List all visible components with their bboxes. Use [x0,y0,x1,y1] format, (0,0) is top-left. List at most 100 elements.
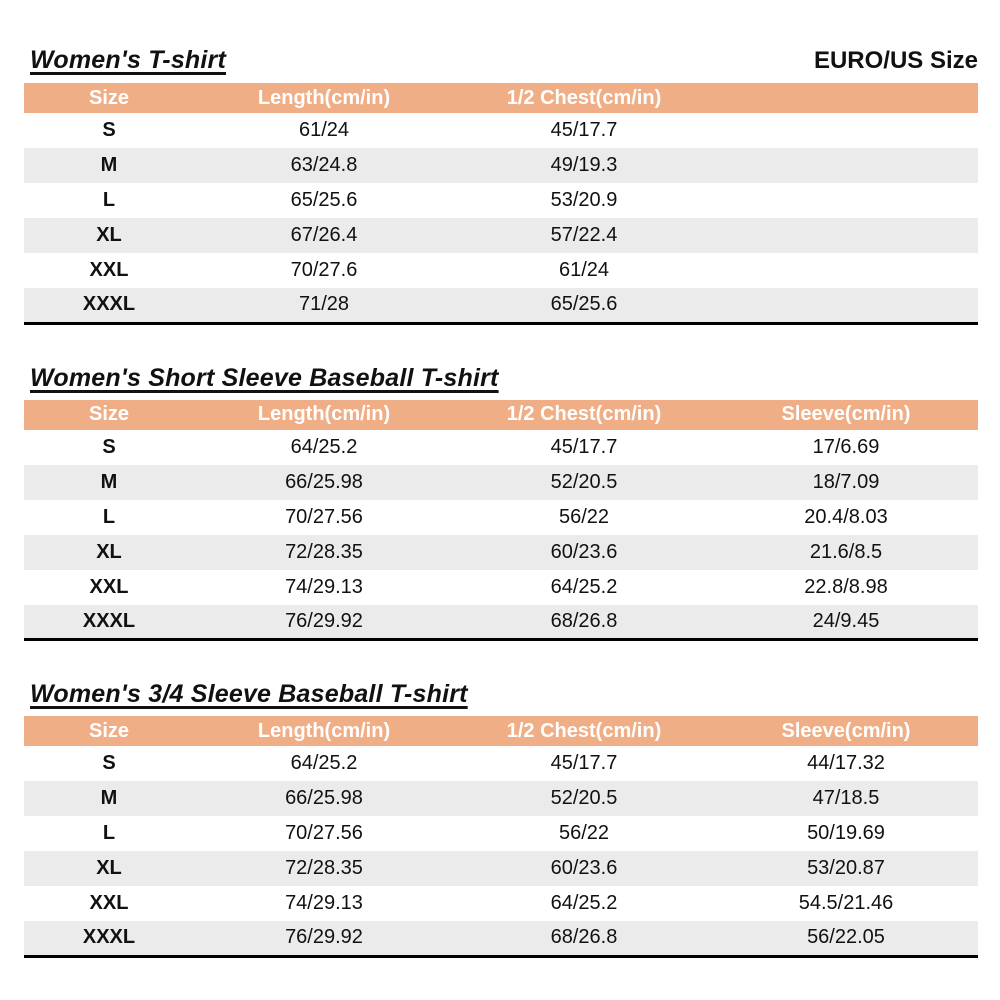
size-table-three-quarter-sleeve-baseball: Size Length(cm/in) 1/2 Chest(cm/in) Slee… [24,716,978,958]
size-cell: XL [96,224,122,246]
table-body: S 64/25.2 45/17.7 44/17.32 M 66/25.98 52/20.5 4… [24,746,978,956]
size-cell: XXL [89,575,129,598]
size-cell: XL [96,540,122,563]
value-cell: 61/24 [298,119,350,141]
value-cell: 60/23.6 [550,857,618,879]
table-header: Size Length(cm/in) 1/2 Chest(cm/in) Slee… [24,399,978,430]
value-cell: 72/28.35 [285,540,363,563]
value-cell: 67/26.4 [290,224,358,246]
value-cell: 56/22 [558,505,610,528]
value-cell: 54.5/21.46 [798,892,894,914]
size-cell: XXL [89,259,129,281]
table-row: XXXL 71/28 65/25.6 [24,288,978,323]
table-row: XXL 70/27.6 61/24 [24,253,978,288]
table-row: S 64/25.2 45/17.7 44/17.32 [24,746,978,781]
size-cell: M [100,787,118,809]
value-cell: 64/25.2 [290,752,358,774]
value-cell: 44/17.32 [807,752,885,774]
table-row: L 70/27.56 56/22 50/19.69 [24,816,978,851]
table-row: XXL 74/29.13 64/25.2 54.5/21.46 [24,886,978,921]
table-title-womens-tshirt: Women's T-shirt [30,46,227,74]
value-cell: 63/24.8 [290,154,358,176]
value-cell: 70/27.6 [290,259,358,281]
size-cell: S [102,752,116,774]
column-header-length: Length(cm/in) [257,719,391,742]
value-cell: 76/29.92 [285,926,363,949]
size-cell: XXXL [82,926,136,949]
table-row: XL 67/26.4 57/22.4 [24,218,978,253]
table-body: S 64/25.2 45/17.7 17/6.69 M 66/25.98 52/20.5 18… [24,430,978,640]
value-cell: 52/20.5 [550,470,618,493]
value-cell: 76/29.92 [285,609,363,632]
table-title-short-sleeve-baseball: Women's Short Sleeve Baseball T-shirt [30,363,499,392]
column-header-chest: 1/2 Chest(cm/in) [506,719,662,742]
value-cell: 17/6.69 [812,435,880,458]
value-cell: 20.4/8.03 [804,505,888,528]
column-header-size: Size [88,719,130,742]
value-cell: 64/25.2 [290,435,358,458]
table-row: XXXL 76/29.92 68/26.8 56/22.05 [24,921,978,956]
table-row: M 66/25.98 52/20.5 18/7.09 [24,464,978,500]
table-header: Size Length(cm/in) 1/2 Chest(cm/in) Slee… [24,716,978,746]
size-cell: L [102,189,116,211]
value-cell: 53/20.9 [550,189,618,211]
value-cell: 61/24 [558,259,610,281]
value-cell: 45/17.7 [550,752,618,774]
value-cell: 70/27.56 [285,822,363,844]
value-cell: 21.6/8.5 [809,540,883,563]
table-row: XL 72/28.35 60/23.6 21.6/8.5 [24,534,978,570]
value-cell: 57/22.4 [550,224,618,246]
size-cell: M [100,154,118,176]
size-cell: XL [96,857,122,879]
size-table-womens-tshirt: Size Length(cm/in) 1/2 Chest(cm/in) S 61/… [24,83,978,325]
table-row: XL 72/28.35 60/23.6 53/20.87 [24,851,978,886]
size-table-short-sleeve-baseball: Size Length(cm/in) 1/2 Chest(cm/in) Slee… [24,399,978,641]
value-cell: 65/25.6 [550,293,618,316]
column-header-size: Size [88,403,130,425]
value-cell: 66/25.98 [285,787,363,809]
value-cell [714,218,978,253]
value-cell: 74/29.13 [285,575,363,598]
table-row: M 66/25.98 52/20.5 47/18.5 [24,781,978,816]
size-cell: M [100,470,118,493]
section-header: Women's 3/4 Sleeve Baseball T-shirt [24,680,978,709]
value-cell: 70/27.56 [285,505,363,528]
value-cell [714,183,978,218]
size-cell: S [102,119,116,141]
value-cell: 66/25.98 [285,470,363,493]
table-row: S 64/25.2 45/17.7 17/6.69 [24,430,978,465]
column-header-length: Length(cm/in) [257,86,391,109]
value-cell: 60/23.6 [550,540,618,563]
table-header: Size Length(cm/in) 1/2 Chest(cm/in) [24,83,978,113]
table-row: L 65/25.6 53/20.9 [24,183,978,218]
value-cell: 56/22.05 [807,926,885,949]
value-cell [714,113,978,148]
value-cell: 64/25.2 [550,575,618,598]
value-cell: 24/9.45 [812,609,880,632]
value-cell: 65/25.6 [290,189,358,211]
size-cell: XXL [89,892,129,914]
table-body: S 61/24 45/17.7 M 63/24.8 49/19.3 L 65/25.6 53/2… [24,113,978,323]
value-cell [714,253,978,288]
size-cell: L [102,505,116,528]
value-cell: 68/26.8 [550,609,618,632]
column-header-chest: 1/2 Chest(cm/in) [506,86,662,109]
value-cell: 68/26.8 [550,926,618,949]
header-row: Size Length(cm/in) 1/2 Chest(cm/in) Slee… [24,399,978,430]
value-cell: 18/7.09 [812,470,880,493]
column-header-chest: 1/2 Chest(cm/in) [506,403,662,425]
value-cell: 74/29.13 [285,892,363,914]
value-cell: 72/28.35 [285,857,363,879]
page-header: Women's T-shirt EURO/US Size [24,46,978,75]
table-row: XXL 74/29.13 64/25.2 22.8/8.98 [24,570,978,605]
column-header-sleeve: Sleeve(cm/in) [781,719,911,742]
header-row: Size Length(cm/in) 1/2 Chest(cm/in) [24,83,978,113]
value-cell [714,148,978,183]
value-cell: 64/25.2 [550,892,618,914]
value-cell: 49/19.3 [550,154,618,176]
value-cell: 52/20.5 [550,787,618,809]
section-header: Women's Short Sleeve Baseball T-shirt [24,364,978,393]
value-cell: 56/22 [558,822,610,844]
size-cell: L [102,822,116,844]
value-cell [714,288,978,323]
